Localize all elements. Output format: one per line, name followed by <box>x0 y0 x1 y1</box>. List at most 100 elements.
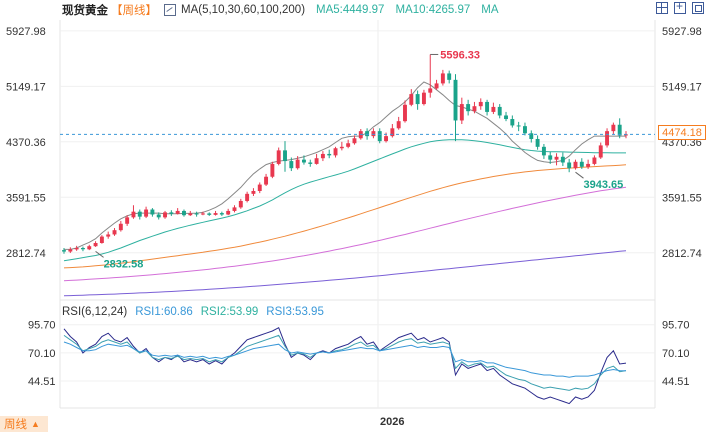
candle-body <box>403 104 407 122</box>
candle-body <box>238 200 243 208</box>
high-price-label: 5596.33 <box>440 49 480 61</box>
candle-body <box>598 145 603 158</box>
chart-toolbar <box>656 0 704 14</box>
candle-body <box>194 213 199 215</box>
period-selector[interactable]: 周线 ▲ <box>0 416 48 432</box>
candle-body <box>125 217 130 224</box>
candle-body <box>567 162 572 169</box>
annotation-leader <box>575 171 584 179</box>
candle-body <box>466 104 471 112</box>
candle-body <box>163 212 167 218</box>
expand-icon[interactable] <box>674 0 686 14</box>
candle-body <box>144 209 149 217</box>
grid-icon[interactable] <box>656 2 668 14</box>
ma-settings-icon[interactable] <box>164 4 176 16</box>
candle-body <box>396 121 401 129</box>
candle-body <box>62 250 66 252</box>
candle-body <box>213 213 218 215</box>
price-tick-right: 3591.55 <box>662 192 702 204</box>
candle-body <box>510 119 515 126</box>
rsi3-value: RSI3:53.95 <box>266 306 324 318</box>
candle-body <box>314 158 319 164</box>
low-price-label: 3943.65 <box>583 179 623 191</box>
rsi2-value: RSI2:53.99 <box>200 306 259 318</box>
price-tick-right: 2812.74 <box>662 248 702 260</box>
ma60-line <box>63 164 627 269</box>
rsi-tick-right: 95.70 <box>662 320 690 332</box>
candle-body <box>87 246 92 250</box>
candle-body <box>560 156 565 163</box>
candle-body <box>472 106 477 112</box>
candle-body <box>333 148 338 156</box>
candle-body <box>68 249 73 252</box>
price-tick-left: 3591.55 <box>6 192 46 204</box>
candle-body <box>99 236 104 244</box>
candle-body <box>485 101 490 112</box>
price-tick-right: 5927.98 <box>662 26 702 38</box>
candle-body <box>573 161 578 169</box>
candle-body <box>478 101 483 107</box>
candle-body <box>251 190 256 194</box>
candle-body <box>264 176 269 185</box>
x-axis-year-label: 2026 <box>380 416 404 428</box>
candle-body <box>226 210 231 215</box>
candle-body <box>535 138 540 147</box>
caret-up-icon: ▲ <box>31 419 40 429</box>
candle-body <box>232 207 237 211</box>
candle-body <box>283 150 287 162</box>
ma30-line <box>63 139 626 262</box>
candle-body <box>112 230 117 235</box>
ma5-line <box>64 81 626 250</box>
candle-body <box>605 131 610 146</box>
candle-body <box>346 143 351 147</box>
candle-body <box>371 131 376 137</box>
candle-body <box>586 163 591 167</box>
candle-body <box>516 125 521 127</box>
candle-body <box>384 136 389 142</box>
symbol-label: 现货黄金 <box>62 5 108 17</box>
ma10-value: MA10:4265.97 <box>395 4 471 16</box>
candle-body <box>529 133 534 139</box>
candle-body <box>276 150 281 164</box>
candle-body <box>409 94 414 105</box>
candle-body <box>421 92 426 105</box>
candle-body <box>624 134 628 136</box>
candle-body <box>270 163 275 177</box>
candle-body <box>365 131 370 137</box>
candle-body <box>308 162 313 164</box>
candle-body <box>80 247 85 250</box>
candle-body <box>118 223 123 231</box>
ma-extra-label: MA <box>481 4 499 16</box>
candle-body <box>352 138 357 144</box>
candle-body <box>156 214 161 218</box>
candle-body <box>188 213 193 216</box>
price-tick-left: 5927.98 <box>6 26 46 38</box>
candle-body <box>523 126 527 134</box>
chart-header: 现货黄金 【周线】 MA(5,10,30,60,100,200) MA5:444… <box>62 2 499 18</box>
candle-body <box>459 104 464 121</box>
candle-body <box>207 213 212 215</box>
candle-body <box>106 234 111 237</box>
rsi1-value: RSI1:60.86 <box>135 306 193 318</box>
rsi-tick-left: 95.70 <box>28 320 56 332</box>
candle-body <box>200 213 205 215</box>
candle-body <box>415 94 420 105</box>
price-tick-left: 5149.17 <box>6 81 46 93</box>
rsi-line-rsi2 <box>63 334 627 391</box>
candle-body <box>131 211 136 218</box>
period-label[interactable]: 【周线】 <box>111 5 157 17</box>
rsi-line-rsi3 <box>63 341 627 378</box>
low-price-label: 2832.58 <box>104 258 144 270</box>
candle-body <box>377 131 382 142</box>
candle-body <box>74 247 79 250</box>
ma5-value: MA5:4449.97 <box>316 4 385 16</box>
candle-body <box>219 213 224 215</box>
fullscreen-icon[interactable] <box>692 2 704 14</box>
candle-body <box>592 157 597 164</box>
ma100-line <box>63 186 627 282</box>
candle-body <box>289 161 294 169</box>
rsi-tick-left: 44.51 <box>28 376 56 388</box>
rsi-tick-left: 70.10 <box>28 348 56 360</box>
price-tick-left: 2812.74 <box>6 248 46 260</box>
